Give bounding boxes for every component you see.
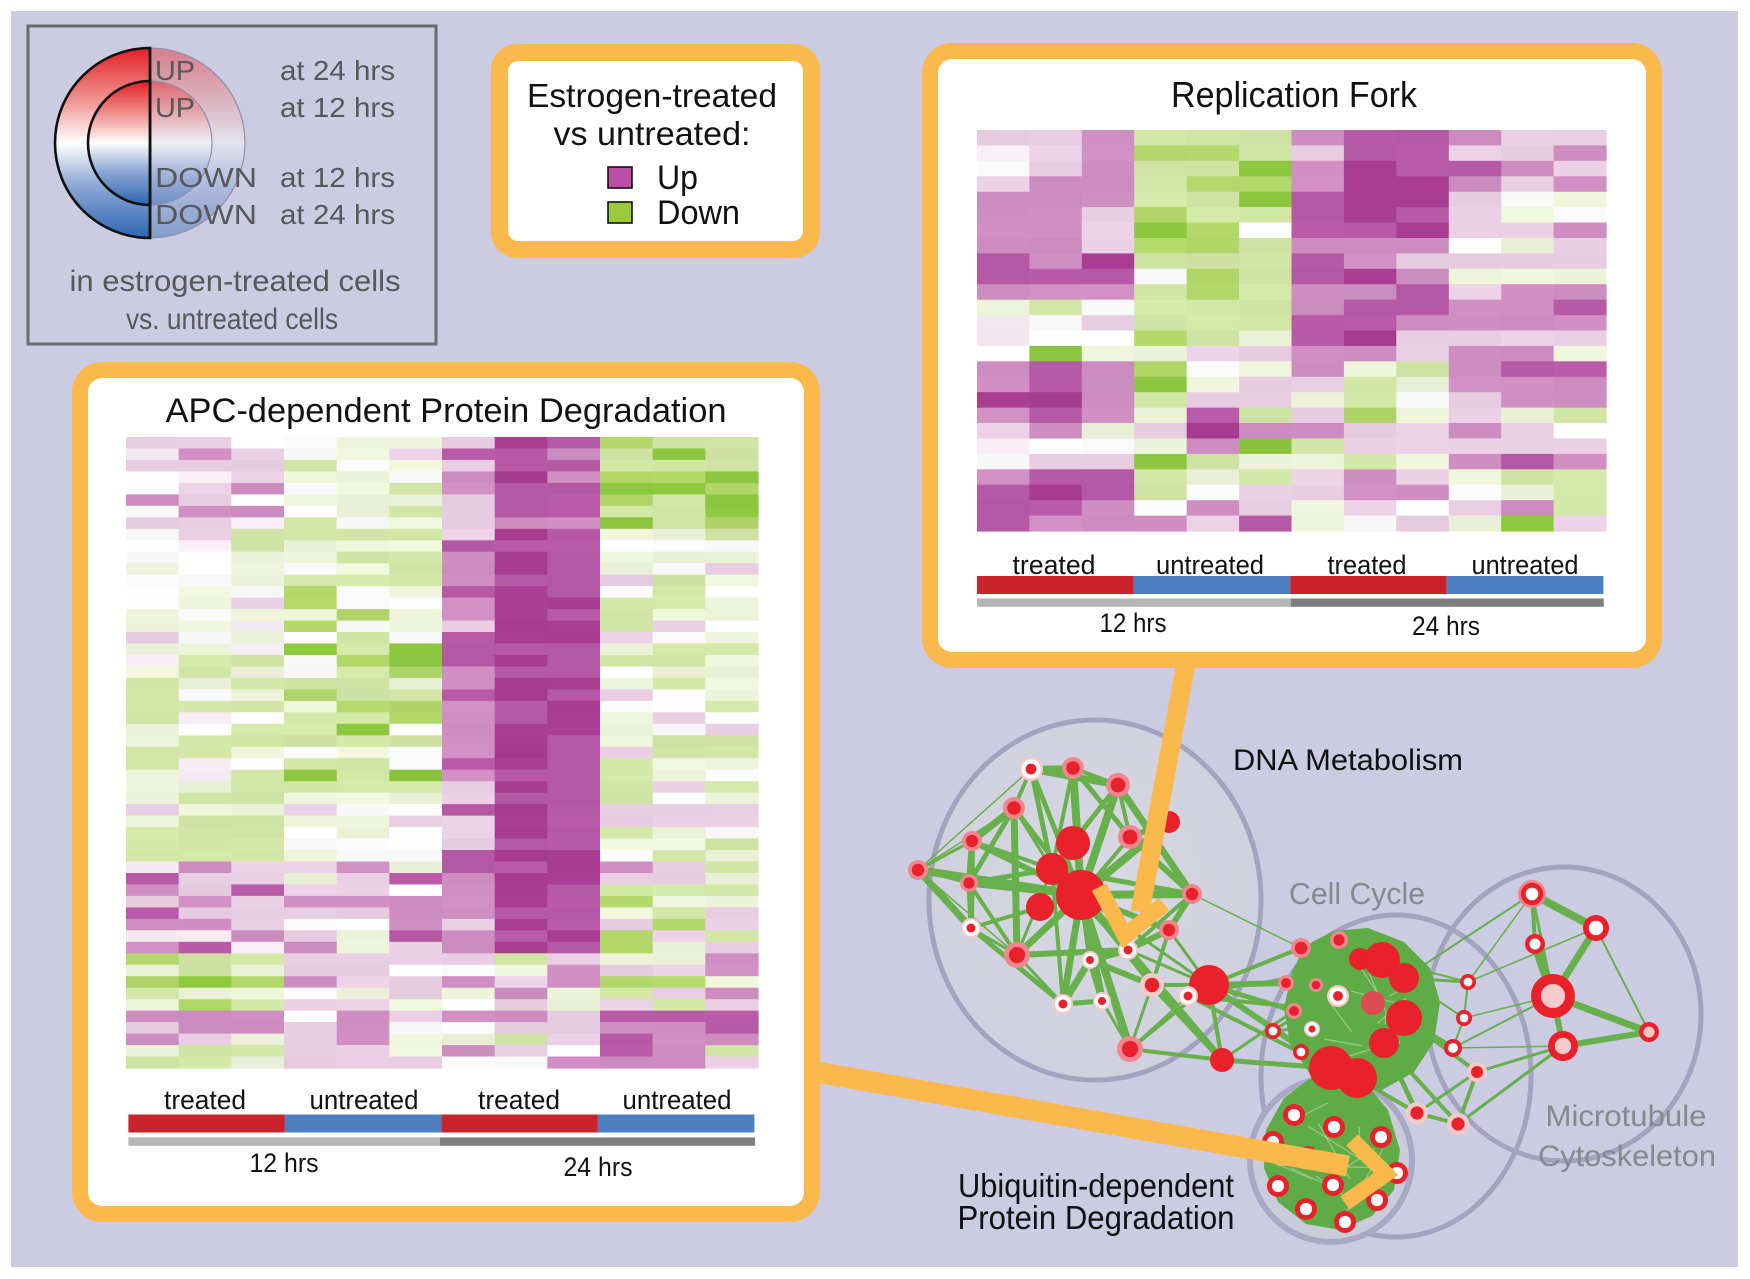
svg-text:at 24 hrs: at 24 hrs <box>280 199 395 230</box>
svg-text:treated: treated <box>1328 550 1407 580</box>
svg-text:vs untreated:: vs untreated: <box>554 115 751 152</box>
svg-text:12 hrs: 12 hrs <box>1100 608 1167 638</box>
svg-text:DNA Metabolism: DNA Metabolism <box>1233 744 1463 777</box>
svg-text:treated: treated <box>164 1085 246 1115</box>
svg-text:at 12 hrs: at 12 hrs <box>280 162 395 193</box>
svg-text:vs. untreated cells: vs. untreated cells <box>126 303 338 336</box>
svg-text:untreated: untreated <box>1156 550 1264 580</box>
svg-text:at 24 hrs: at 24 hrs <box>280 55 395 86</box>
svg-text:treated: treated <box>1013 550 1096 580</box>
svg-text:treated: treated <box>478 1085 560 1115</box>
svg-text:Ubiquitin-dependent: Ubiquitin-dependent <box>958 1167 1234 1204</box>
svg-text:12 hrs: 12 hrs <box>250 1148 319 1178</box>
svg-text:Microtubule: Microtubule <box>1546 1100 1707 1133</box>
svg-text:Replication Fork: Replication Fork <box>1171 74 1418 115</box>
svg-text:UP: UP <box>155 55 195 86</box>
svg-text:in estrogen-treated cells: in estrogen-treated cells <box>70 265 401 298</box>
svg-text:24 hrs: 24 hrs <box>564 1152 633 1182</box>
svg-text:Up: Up <box>657 159 698 197</box>
svg-text:Estrogen-treated: Estrogen-treated <box>527 77 777 114</box>
svg-text:APC-dependent Protein Degradat: APC-dependent Protein Degradation <box>166 392 727 430</box>
svg-text:Cell Cycle: Cell Cycle <box>1289 876 1425 911</box>
svg-text:Cytoskeleton: Cytoskeleton <box>1538 1140 1716 1173</box>
svg-text:untreated: untreated <box>1472 550 1579 580</box>
svg-text:Protein Degradation: Protein Degradation <box>958 1199 1235 1236</box>
svg-text:at 12 hrs: at 12 hrs <box>280 92 395 123</box>
svg-text:24 hrs: 24 hrs <box>1412 611 1480 641</box>
svg-text:DOWN: DOWN <box>155 199 257 230</box>
svg-text:UP: UP <box>155 92 195 123</box>
svg-text:Down: Down <box>657 194 740 232</box>
svg-text:untreated: untreated <box>310 1085 419 1115</box>
svg-text:DOWN: DOWN <box>155 162 257 193</box>
svg-text:untreated: untreated <box>623 1085 732 1115</box>
